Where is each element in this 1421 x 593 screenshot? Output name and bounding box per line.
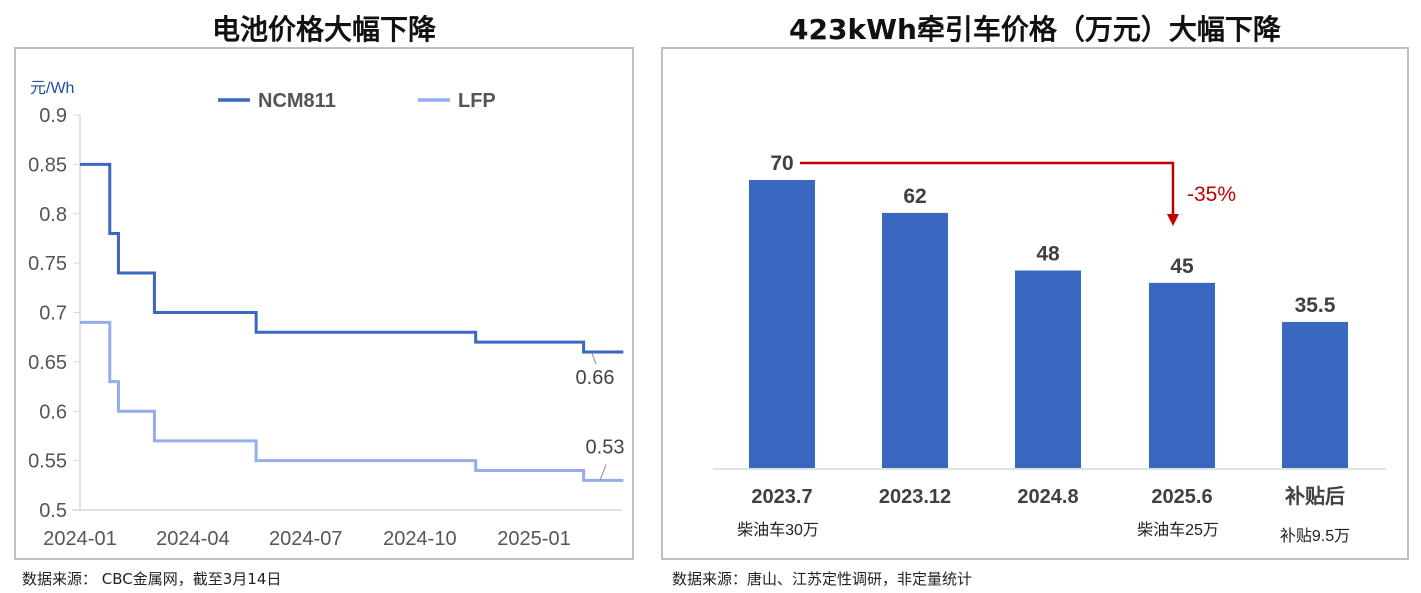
legend-label: NCM811 bbox=[258, 90, 336, 112]
bar-value-label: 48 bbox=[1036, 243, 1060, 266]
left-chart-title: 电池价格大幅下降 bbox=[211, 13, 436, 46]
bar-2024.8 bbox=[1015, 270, 1081, 468]
series-line-ncm811 bbox=[80, 162, 624, 354]
bar-value-label: 70 bbox=[770, 152, 793, 175]
y-tick-label: 0.75 bbox=[28, 253, 67, 275]
end-data-label: 0.66 bbox=[576, 367, 615, 389]
right-chart-panel bbox=[661, 47, 1409, 560]
y-tick-label: 0.55 bbox=[28, 451, 67, 473]
bar-value-label: 35.5 bbox=[1295, 294, 1336, 317]
y-tick-label: 0.7 bbox=[39, 303, 67, 325]
y-tick-label: 0.6 bbox=[39, 401, 67, 423]
series-line-lfp bbox=[80, 320, 624, 482]
category-sublabel: 补贴9.5万 bbox=[1280, 527, 1350, 545]
y-tick-label: 0.8 bbox=[39, 204, 67, 226]
y-axis-unit: 元/Wh bbox=[30, 80, 74, 97]
right-source-note: 数据来源：唐山、江苏定性调研，非定量统计 bbox=[672, 570, 973, 588]
x-tick-label: 2024-01 bbox=[43, 528, 116, 550]
y-tick-label: 0.85 bbox=[28, 154, 67, 176]
category-label: 2023.7 bbox=[751, 486, 812, 508]
left-chart-panel bbox=[14, 47, 634, 560]
end-data-label: 0.53 bbox=[586, 436, 625, 458]
data-label-leader bbox=[591, 352, 597, 365]
category-sublabel: 柴油车25万 bbox=[1137, 521, 1219, 539]
category-label: 2023.12 bbox=[879, 486, 951, 508]
decline-percentage-label: -35% bbox=[1187, 183, 1236, 206]
right-chart-title: 423kWh牵引车价格（万元）大幅下降 bbox=[789, 13, 1281, 46]
bar-2023.12 bbox=[882, 212, 948, 468]
arrow-head-icon bbox=[1167, 214, 1179, 226]
y-tick-label: 0.65 bbox=[28, 352, 67, 374]
left-source-note: 数据来源： CBC金属网，截至3月14日 bbox=[22, 570, 282, 588]
category-label: 补贴后 bbox=[1284, 484, 1345, 508]
y-tick-label: 0.5 bbox=[39, 500, 67, 522]
x-tick-label: 2024-07 bbox=[269, 528, 342, 550]
category-sublabel: 柴油车30万 bbox=[737, 521, 819, 539]
x-tick-label: 2025-01 bbox=[497, 528, 570, 550]
category-label: 2024.8 bbox=[1017, 486, 1078, 508]
x-tick-label: 2024-04 bbox=[156, 528, 229, 550]
decline-arrow-line bbox=[800, 161, 1175, 216]
bar-value-label: 45 bbox=[1170, 255, 1194, 278]
x-tick-label: 2024-10 bbox=[383, 528, 456, 550]
bar-2023.7 bbox=[749, 180, 815, 468]
bar-value-label: 62 bbox=[903, 185, 926, 208]
y-tick-label: 0.9 bbox=[39, 105, 67, 127]
bar-补贴后 bbox=[1282, 321, 1348, 468]
legend-label: LFP bbox=[458, 90, 496, 112]
data-label-leader bbox=[599, 464, 607, 481]
category-label: 2025.6 bbox=[1151, 486, 1212, 508]
bar-2025.6 bbox=[1149, 282, 1215, 468]
